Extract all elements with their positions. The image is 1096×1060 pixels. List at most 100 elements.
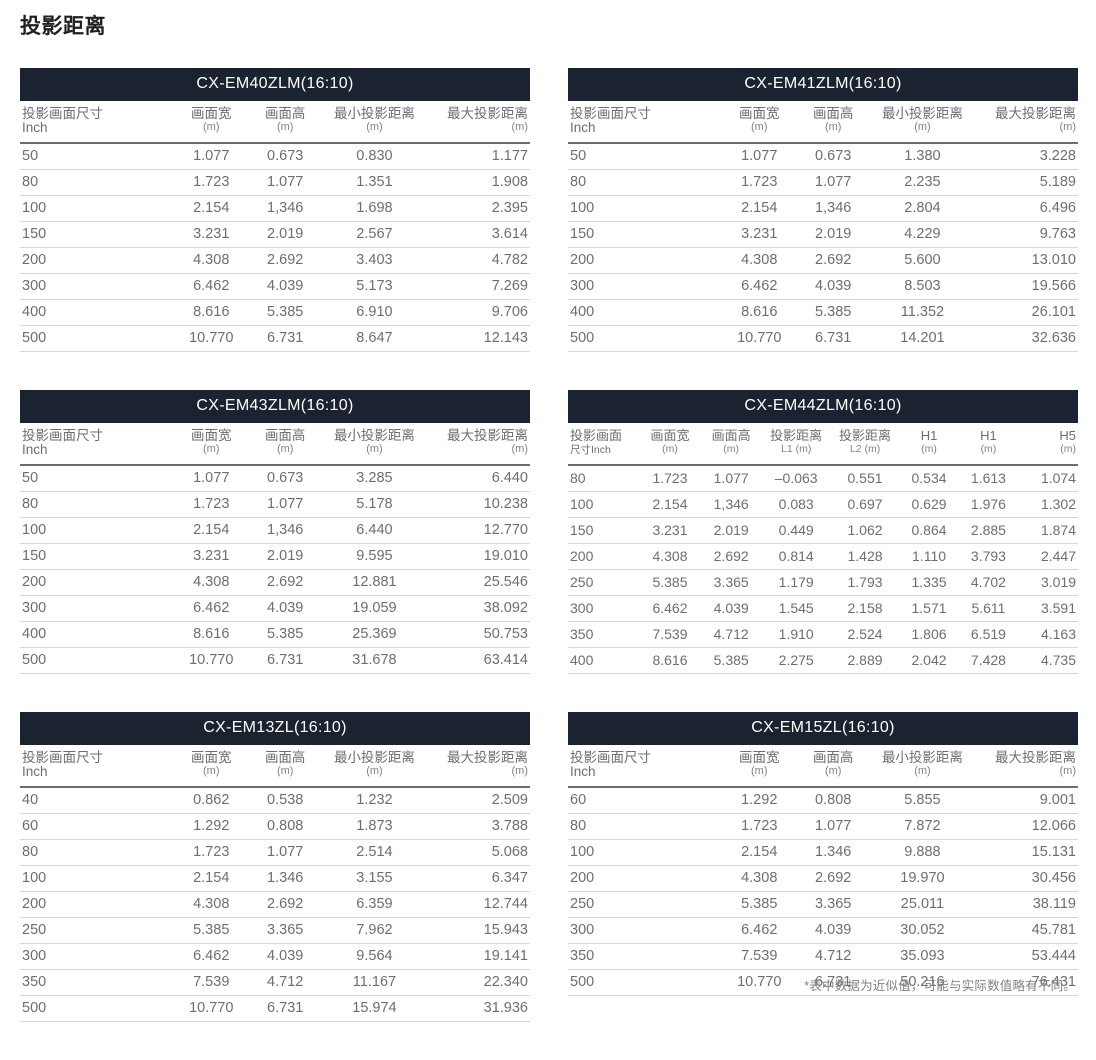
column-header-cx-em44zlm-0: 投影画面 尺寸Inch [568, 423, 640, 466]
cell-value: 2.692 [797, 247, 869, 274]
table-title-row: CX-EM44ZLM(16:10) [568, 390, 1078, 423]
column-header-unit: Inch [570, 764, 596, 779]
cell-screen-size: 80 [20, 169, 173, 196]
column-header-unit: (m) [366, 121, 383, 133]
column-header-label: 投影画面 [570, 428, 623, 443]
table-row: 150 3.231 2.019 9.595 19.010 [20, 543, 530, 570]
cell-value: 6.462 [639, 595, 701, 622]
cell-value: 2.154 [721, 195, 798, 222]
cell-value: 5.385 [249, 621, 321, 648]
cell-value: 1.335 [899, 569, 959, 596]
cell-value: 76.431 [975, 969, 1078, 996]
table-row: 200 4.308 2.692 12.881 25.546 [20, 569, 530, 596]
cell-value: 2.154 [639, 491, 701, 518]
table-block-cx-em43zlm: CX-EM43ZLM(16:10) 投影画面尺寸 Inch 画面宽 (m) 画面高 (m) 最… [20, 390, 530, 674]
table-body-cx-em15zl: 60 1.292 0.808 5.855 9.001 80 1.723 1.077 7.872 1… [568, 787, 1078, 996]
column-header-unit: Inch [22, 120, 48, 135]
cell-screen-size: 400 [568, 299, 721, 326]
cell-value: 1.351 [320, 169, 428, 196]
column-header-label: 画面宽 [650, 428, 690, 443]
cell-value: 6.359 [320, 891, 428, 918]
cell-value: 7.539 [721, 943, 798, 970]
cell-value: 1.723 [721, 169, 798, 196]
cell-value: 1.910 [761, 621, 831, 648]
cell-value: 3.793 [958, 543, 1019, 570]
cell-screen-size: 200 [568, 247, 721, 274]
cell-screen-size: 350 [20, 969, 173, 996]
cell-screen-size: 200 [20, 891, 173, 918]
table-title-row: CX-EM15ZL(16:10) [568, 712, 1078, 745]
cell-value: 1.302 [1018, 491, 1078, 518]
cell-value: 8.647 [320, 325, 428, 352]
cell-value: 0.449 [761, 517, 831, 544]
cell-value: 1.177 [427, 143, 530, 170]
page-title: 投影距离 [20, 15, 106, 38]
column-header-row: 投影画面尺寸 Inch 画面宽 (m) 画面高 (m) 最小投影距离 (m) 最大投影距离 (m) [20, 101, 530, 144]
cell-value: 5.068 [427, 839, 530, 866]
cell-screen-size: 300 [568, 595, 640, 622]
column-header-unit: Inch [570, 120, 596, 135]
table-row: 200 4.308 2.692 3.403 4.782 [20, 247, 530, 274]
cell-value: 2.275 [761, 647, 831, 674]
table-title-cx-em13zl: CX-EM13ZL(16:10) [20, 712, 530, 745]
table-title-cx-em15zl: CX-EM15ZL(16:10) [568, 712, 1078, 745]
column-header-row: 投影画面 尺寸Inch 画面宽 (m) 画面高 (m) 投影距离 L1 (m) 投影距离 L2 (… [568, 423, 1078, 466]
cell-value: 1,346 [797, 195, 869, 222]
cell-value: 15.131 [975, 839, 1078, 866]
cell-value: 3.231 [173, 221, 250, 248]
table-body-cx-em41zlm: 50 1.077 0.673 1.380 3.228 80 1.723 1.077 2.235 5… [568, 143, 1078, 352]
table-block-cx-em41zlm: CX-EM41ZLM(16:10) 投影画面尺寸 Inch 画面宽 (m) 画面高 (m) 最… [568, 68, 1078, 352]
cell-value: 3.365 [249, 917, 321, 944]
column-header-unit: (m) [203, 443, 220, 455]
column-header-cx-em41zlm-4: 最大投影距离 (m) [975, 101, 1078, 144]
cell-value: 0.551 [830, 465, 900, 492]
table-row: 400 8.616 5.385 25.369 50.753 [20, 621, 530, 648]
table-row: 80 1.723 1.077 –0.063 0.551 0.534 1.613 1.074 [568, 465, 1078, 492]
cell-value: 4.163 [1018, 621, 1078, 648]
table-title-row: CX-EM41ZLM(16:10) [568, 68, 1078, 101]
cell-value: 5.385 [721, 891, 798, 918]
cell-value: 11.167 [320, 969, 428, 996]
column-header-cx-em15zl-4: 最大投影距离 (m) [975, 745, 1078, 788]
cell-value: 1.976 [958, 491, 1019, 518]
cell-value: 12.744 [427, 891, 530, 918]
cell-screen-size: 50 [20, 143, 173, 170]
cell-value: 1.179 [761, 569, 831, 596]
cell-value: 10.770 [173, 647, 250, 674]
cell-screen-size: 500 [20, 995, 173, 1022]
cell-value: 0.697 [830, 491, 900, 518]
cell-value: 1.232 [320, 787, 428, 814]
cell-value: 12.143 [427, 325, 530, 352]
cell-value: 2.154 [721, 839, 798, 866]
cell-screen-size: 200 [20, 247, 173, 274]
cell-screen-size: 400 [568, 647, 640, 674]
cell-value: 3.228 [975, 143, 1078, 170]
cell-value: 2.692 [249, 891, 321, 918]
table-row: 200 4.308 2.692 19.970 30.456 [568, 865, 1078, 892]
table-row: 60 1.292 0.808 5.855 9.001 [568, 787, 1078, 814]
cell-value: 3.231 [721, 221, 798, 248]
cell-value: 10.770 [721, 969, 798, 996]
column-header-row: 投影画面尺寸 Inch 画面宽 (m) 画面高 (m) 最小投影距离 (m) 最大投影距离 (m) [20, 745, 530, 788]
cell-value: 2.692 [249, 569, 321, 596]
cell-value: 4.039 [249, 273, 321, 300]
column-header-label: 画面高 [711, 428, 751, 443]
cell-value: 0.830 [320, 143, 428, 170]
cell-value: 1.873 [320, 813, 428, 840]
cell-value: 10.770 [721, 325, 798, 352]
cell-screen-size: 100 [20, 517, 173, 544]
table-row: 50 1.077 0.673 3.285 6.440 [20, 465, 530, 492]
table-row: 80 1.723 1.077 2.514 5.068 [20, 839, 530, 866]
cell-value: 4.712 [797, 943, 869, 970]
cell-value: 5.855 [868, 787, 976, 814]
cell-value: 0.808 [249, 813, 321, 840]
table-row: 100 2.154 1.346 3.155 6.347 [20, 865, 530, 892]
column-header-label: H5 [1059, 428, 1076, 443]
cell-value: 5.385 [797, 299, 869, 326]
cell-value: 2.154 [173, 865, 250, 892]
cell-screen-size: 300 [20, 943, 173, 970]
cell-value: 2.692 [249, 247, 321, 274]
cell-value: 1.723 [173, 169, 250, 196]
cell-value: 4.782 [427, 247, 530, 274]
table-row: 400 8.616 5.385 2.275 2.889 2.042 7.428 4.735 [568, 647, 1078, 674]
